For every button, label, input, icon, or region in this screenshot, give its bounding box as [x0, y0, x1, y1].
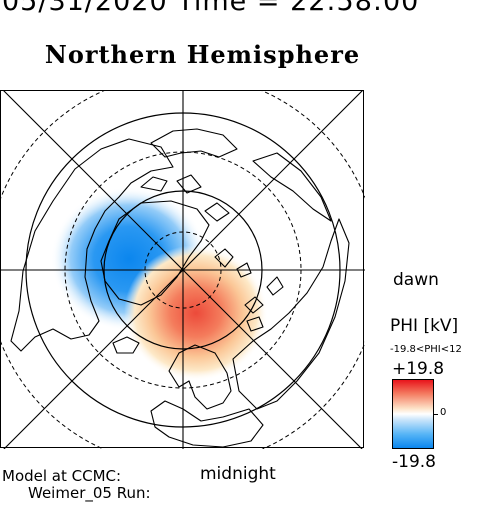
greenland-outline — [100, 200, 210, 306]
run-label: Weimer_05 Run: — [28, 484, 151, 502]
dawn-label: dawn — [393, 270, 439, 290]
svalbard-outline — [214, 248, 252, 278]
page-title: Northern Hemisphere — [44, 40, 361, 69]
header-datetime: 05/31/2020 Time = 22:58:00 — [2, 0, 420, 17]
polar-map-svg — [1, 91, 365, 449]
iceland-outline — [112, 336, 140, 354]
russia-outline — [232, 218, 350, 410]
legend-max: +19.8 — [392, 359, 445, 379]
legend-label: PHI [kV] — [390, 316, 459, 336]
europe-outline — [150, 400, 264, 448]
coastlines — [10, 128, 350, 448]
scandinavia-outline — [168, 344, 232, 410]
legend-min: -19.8 — [392, 452, 436, 472]
model-label: Model at CCMC: — [2, 467, 122, 485]
colorbar — [392, 379, 434, 449]
polar-map — [0, 90, 365, 449]
arctic-islands-outline — [140, 174, 230, 222]
midnight-label: midnight — [200, 464, 276, 484]
colorbar-zero-tick — [434, 414, 438, 415]
legend-range: -19.8<PHI<12 — [390, 344, 462, 355]
meridians — [1, 91, 365, 449]
north-america-outline — [10, 138, 174, 352]
east-siberia-outline — [252, 152, 332, 222]
positive-potential-cell — [124, 245, 268, 381]
meridian-diagonal-b — [3, 91, 363, 449]
alaska-outline — [150, 128, 238, 158]
legend-zero: 0 — [440, 407, 447, 418]
